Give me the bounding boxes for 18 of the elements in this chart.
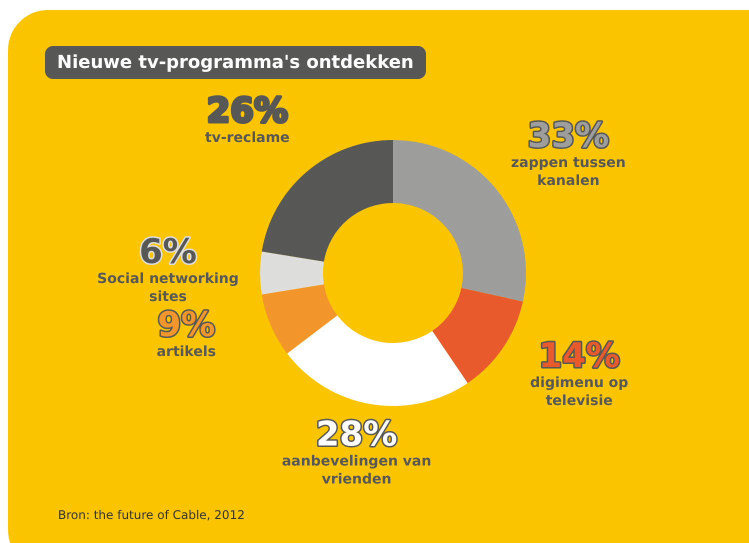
donut-slice: [432, 288, 523, 384]
data-label: 33%: [528, 116, 610, 156]
data-label: 14%: [538, 336, 620, 376]
chart-title: Nieuwe tv-programma's ontdekken: [45, 46, 426, 79]
slice-label: Social networking sites: [97, 271, 239, 305]
slice-label: tv-reclame: [205, 130, 290, 146]
slice-label: zappen tussen kanalen: [510, 155, 626, 190]
data-label: 26%: [206, 91, 288, 131]
donut-slice: [262, 284, 338, 354]
donut-slice: [260, 251, 324, 295]
donut-slice: [287, 315, 468, 406]
data-label: 28%: [316, 414, 398, 455]
slice-label: digimenu op televisie: [530, 374, 628, 409]
text: Bron: the future of Cable, 2012: [58, 508, 245, 522]
slice-label: aanbevelingen van vrienden: [282, 454, 432, 488]
data-label: 9%: [157, 305, 216, 346]
data-label: 6%: [139, 232, 197, 272]
slice-label: artikels: [156, 344, 216, 360]
